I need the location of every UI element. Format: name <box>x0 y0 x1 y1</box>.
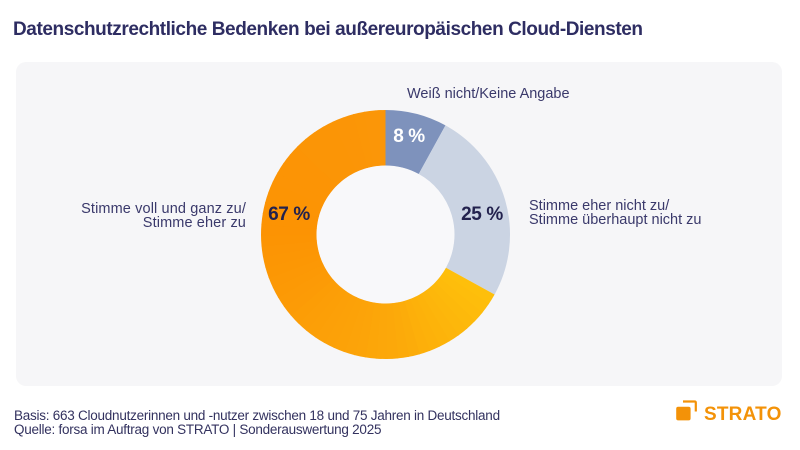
svg-text:STRATO: STRATO <box>704 404 782 425</box>
